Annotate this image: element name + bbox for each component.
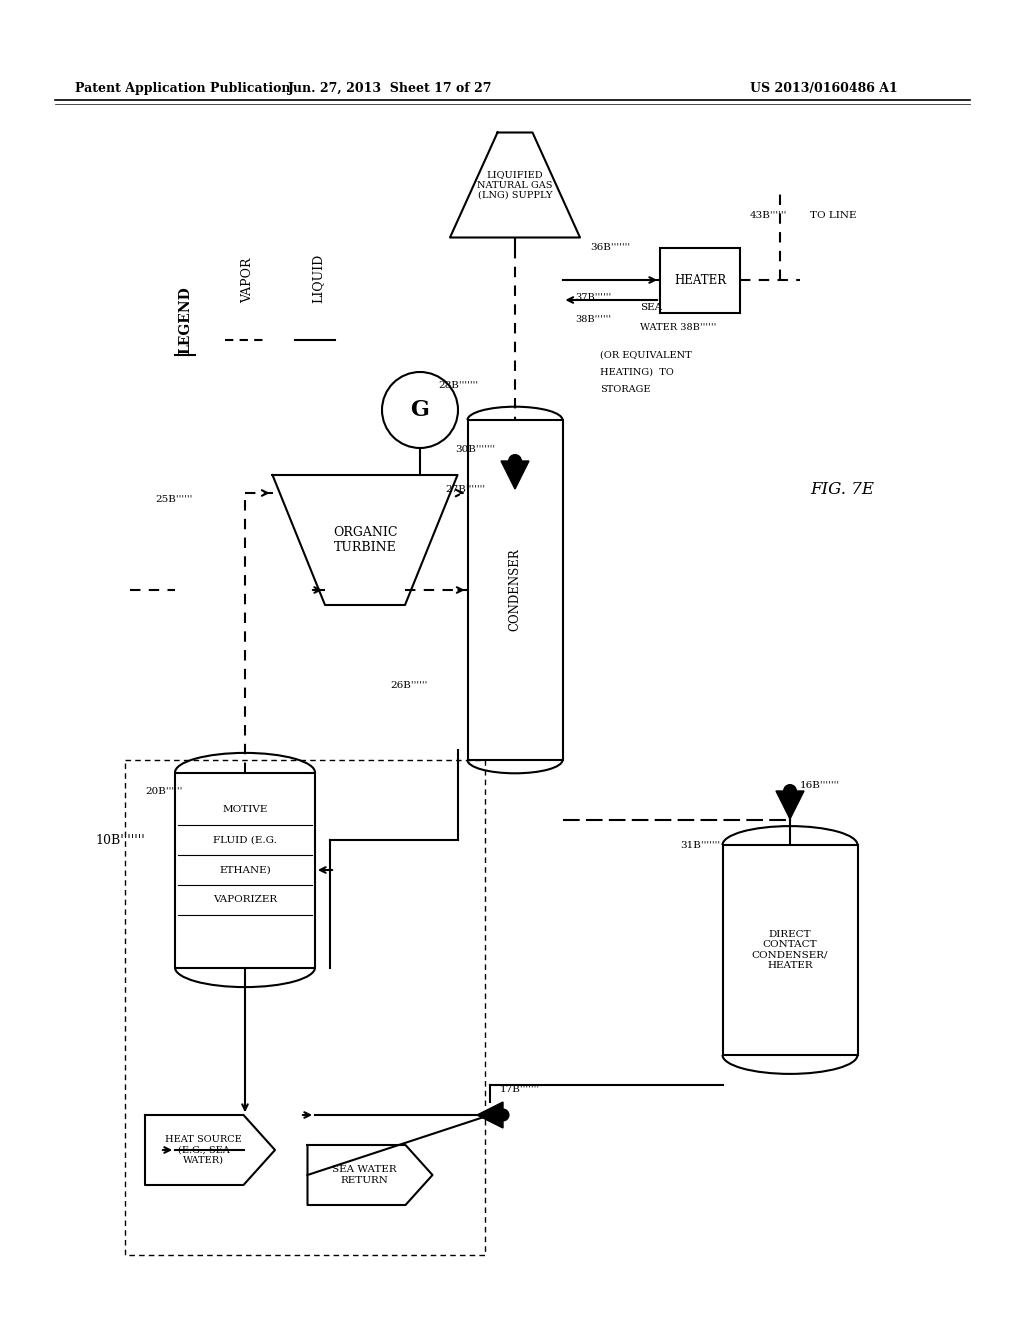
Text: G: G: [411, 399, 429, 421]
Text: 36B''''''': 36B''''''': [590, 243, 630, 252]
Text: TO LINE: TO LINE: [810, 210, 856, 219]
Text: CONDENSER: CONDENSER: [509, 549, 521, 631]
Text: (OR EQUIVALENT: (OR EQUIVALENT: [600, 351, 692, 359]
Text: LIQUIFIED
NATURAL GAS
(LNG) SUPPLY: LIQUIFIED NATURAL GAS (LNG) SUPPLY: [477, 170, 553, 199]
Text: 10B''''''': 10B''''''': [95, 833, 144, 846]
Text: WATER 38B'''''': WATER 38B'''''': [640, 323, 717, 333]
Text: FLUID (E.G.: FLUID (E.G.: [213, 836, 276, 845]
Text: LEGEND: LEGEND: [178, 286, 193, 354]
Polygon shape: [307, 1144, 432, 1205]
Polygon shape: [272, 475, 458, 605]
Text: 25B'''''': 25B'''''': [155, 495, 193, 504]
Bar: [175, 772, 315, 968]
Text: US 2013/0160486 A1: US 2013/0160486 A1: [750, 82, 898, 95]
Text: ORGANIC
TURBINE: ORGANIC TURBINE: [333, 525, 397, 554]
Polygon shape: [477, 1102, 503, 1129]
Circle shape: [497, 1109, 509, 1121]
Polygon shape: [450, 132, 580, 238]
Polygon shape: [501, 461, 529, 488]
Text: SEA: SEA: [640, 304, 663, 313]
Text: 38B'''''': 38B'''''': [575, 315, 611, 325]
Text: 37B'''''': 37B'''''': [575, 293, 611, 302]
Text: MOTIVE: MOTIVE: [222, 805, 267, 814]
Text: 27B''''''': 27B''''''': [445, 486, 485, 495]
Text: FIG. 7E: FIG. 7E: [810, 482, 874, 499]
Text: STORAGE: STORAGE: [600, 385, 650, 395]
Polygon shape: [776, 791, 804, 818]
Text: 20B'''''': 20B'''''': [145, 788, 182, 796]
Bar: [468, 420, 562, 760]
Circle shape: [382, 372, 458, 447]
Text: VAPOR: VAPOR: [242, 257, 255, 302]
Text: HEAT SOURCE
(E.G., SEA
WATER): HEAT SOURCE (E.G., SEA WATER): [165, 1135, 242, 1166]
Circle shape: [783, 784, 797, 797]
Text: ETHANE): ETHANE): [219, 866, 271, 874]
Text: Jun. 27, 2013  Sheet 17 of 27: Jun. 27, 2013 Sheet 17 of 27: [288, 82, 493, 95]
Text: DIRECT
CONTACT
CONDENSER/
HEATER: DIRECT CONTACT CONDENSER/ HEATER: [752, 929, 828, 970]
Polygon shape: [145, 1115, 275, 1185]
Circle shape: [509, 454, 521, 467]
Text: VAPORIZER: VAPORIZER: [213, 895, 278, 904]
Text: 26B'''''': 26B'''''': [390, 681, 427, 689]
Text: LIQUID: LIQUID: [311, 253, 325, 302]
Text: 17B''''''': 17B''''''': [500, 1085, 540, 1094]
Text: 30B''''''': 30B''''''': [455, 446, 496, 454]
Text: HEATING)  TO: HEATING) TO: [600, 367, 674, 376]
Bar: [660, 248, 740, 313]
Text: 16B''''''': 16B''''''': [800, 781, 840, 791]
Text: HEATER: HEATER: [674, 273, 726, 286]
Text: 31B''''''': 31B''''''': [680, 841, 720, 850]
Text: 43B'''''': 43B'''''': [750, 210, 787, 219]
Text: SEA WATER
RETURN: SEA WATER RETURN: [332, 1166, 397, 1185]
Bar: [723, 845, 857, 1055]
Text: Patent Application Publication: Patent Application Publication: [75, 82, 291, 95]
Text: 28B''''''': 28B''''''': [438, 380, 478, 389]
